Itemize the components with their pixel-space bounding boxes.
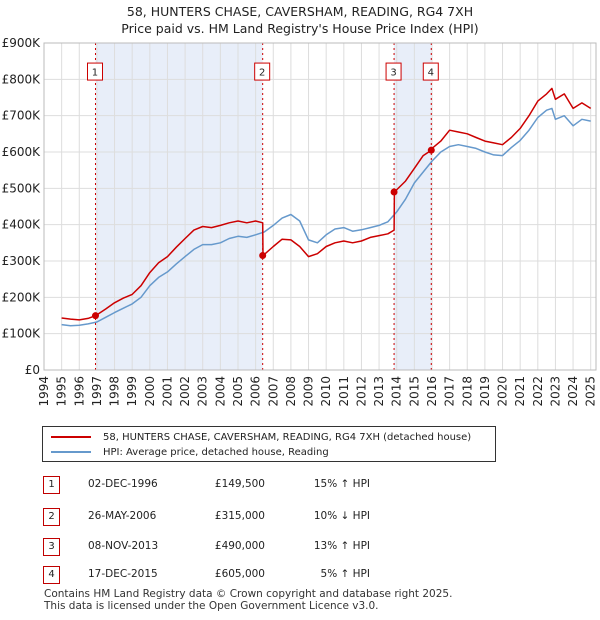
- x-tick-label: 2025: [584, 376, 598, 407]
- sale-marker-box: [86, 62, 103, 81]
- sale-marker-label: 2: [259, 68, 265, 79]
- y-tick-label: £300K: [2, 254, 42, 268]
- legend-label-hpi: HPI: Average price, detached house, Read…: [103, 446, 329, 458]
- sale-hpi-delta: 15% ↑ HPI: [313, 478, 370, 490]
- x-tick-label: 2019: [478, 376, 492, 407]
- sale-date: 26-MAY-2006: [88, 510, 157, 522]
- x-tick-label: 2015: [407, 376, 421, 407]
- x-tick-label: 2006: [249, 376, 263, 407]
- x-tick-label: 2001: [160, 376, 174, 407]
- shaded-period: [95, 43, 263, 370]
- x-tick-label: 2009: [302, 376, 316, 407]
- sale-marker-label: 4: [428, 68, 434, 79]
- footer-attribution: Contains HM Land Registry data © Crown c…: [44, 588, 452, 612]
- sale-hpi-delta: 10% ↓ HPI: [313, 510, 370, 522]
- sale-price: £149,500: [214, 478, 265, 490]
- x-tick-label: 2007: [266, 376, 280, 407]
- x-tick-label: 1996: [72, 376, 86, 407]
- sale-marker-label: 3: [390, 68, 396, 79]
- legend-item-hpi: HPI: Average price, detached house, Read…: [51, 445, 329, 459]
- table-row: 2 26-MAY-2006 £315,000 10% ↓ HPI: [0, 508, 600, 528]
- legend-line-hpi: [51, 451, 91, 453]
- x-tick-label: 2023: [548, 376, 562, 407]
- x-tick-label: 1998: [108, 376, 122, 407]
- chart-title: 58, HUNTERS CHASE, CAVERSHAM, READING, R…: [126, 4, 474, 19]
- x-tick-label: 2002: [178, 376, 192, 407]
- plot-frame: [43, 42, 597, 371]
- table-row: 3 08-NOV-2013 £490,000 13% ↑ HPI: [0, 538, 600, 558]
- x-tick-label: 2022: [531, 376, 545, 407]
- y-tick-label: £800K: [2, 72, 42, 86]
- x-tick-label: 2010: [319, 376, 333, 407]
- x-tick-label: 2004: [213, 376, 227, 407]
- chart-legend: 58, HUNTERS CHASE, CAVERSHAM, READING, R…: [42, 426, 496, 462]
- x-tick-label: 2020: [496, 376, 510, 407]
- sale-badge: 4: [43, 566, 60, 584]
- chart-subtitle: Price paid vs. HM Land Registry's House …: [121, 21, 479, 36]
- x-tick-label: 2000: [143, 376, 157, 407]
- sale-point: [91, 312, 99, 320]
- y-tick-label: £500K: [2, 181, 42, 195]
- y-tick-label: £400K: [2, 218, 42, 232]
- sale-price: £490,000: [214, 540, 265, 552]
- sale-badge: 2: [43, 508, 60, 526]
- x-tick-label: 2016: [425, 376, 439, 407]
- legend-line-property: [51, 436, 91, 438]
- x-tick-label: 2003: [196, 376, 210, 407]
- sale-hpi-delta: 5% ↑ HPI: [320, 568, 370, 580]
- x-tick-label: 2021: [513, 376, 527, 407]
- y-tick-label: £700K: [2, 109, 42, 123]
- sale-marker-label: 1: [92, 68, 98, 79]
- x-tick-label: 2017: [443, 376, 457, 407]
- y-tick-label: £100K: [2, 327, 42, 341]
- y-tick-label: £900K: [2, 36, 42, 50]
- x-tick-label: 1994: [37, 376, 51, 407]
- footer-line-2: This data is licensed under the Open Gov…: [44, 600, 379, 612]
- x-tick-label: 2005: [231, 376, 245, 407]
- table-row: 4 17-DEC-2015 £605,000 5% ↑ HPI: [0, 566, 600, 586]
- y-tick-label: £200K: [2, 290, 42, 304]
- x-tick-label: 1997: [90, 376, 104, 407]
- sale-badge: 3: [43, 538, 60, 556]
- y-tick-label: £600K: [2, 145, 42, 159]
- sale-hpi-delta: 13% ↑ HPI: [313, 540, 370, 552]
- sale-point: [259, 252, 267, 260]
- x-tick-label: 1999: [125, 376, 139, 407]
- x-tick-label: 1995: [55, 376, 69, 407]
- sale-badge: 1: [43, 476, 60, 494]
- sale-price: £315,000: [214, 510, 265, 522]
- x-tick-label: 2013: [372, 376, 386, 407]
- sale-date: 08-NOV-2013: [88, 540, 159, 552]
- x-tick-label: 2024: [566, 376, 580, 407]
- series-line-hpi: [61, 107, 591, 327]
- sale-marker-box: [254, 62, 271, 81]
- sale-date: 17-DEC-2015: [88, 568, 158, 580]
- sale-price: £605,000: [214, 568, 265, 580]
- x-tick-label: 2012: [354, 376, 368, 407]
- sale-marker-box: [422, 62, 439, 81]
- x-tick-label: 2014: [390, 376, 404, 407]
- sale-point: [427, 146, 435, 154]
- sale-date: 02-DEC-1996: [88, 478, 158, 490]
- legend-label-property: 58, HUNTERS CHASE, CAVERSHAM, READING, R…: [103, 431, 472, 443]
- table-row: 1 02-DEC-1996 £149,500 15% ↑ HPI: [0, 476, 600, 496]
- x-tick-label: 2011: [337, 376, 351, 407]
- footer-line-1: Contains HM Land Registry data © Crown c…: [44, 588, 453, 600]
- price-chart: 1 2 3 4 £0 £100K £200K £300K £400K £500K £600K £70…: [2, 36, 598, 407]
- x-tick-label: 2008: [284, 376, 298, 407]
- sale-point: [390, 188, 398, 196]
- series-line-property: [61, 87, 592, 321]
- y-tick-label: £0: [25, 363, 40, 377]
- x-tick-label: 2018: [460, 376, 474, 407]
- legend-item-property: 58, HUNTERS CHASE, CAVERSHAM, READING, R…: [51, 430, 471, 444]
- sale-marker-box: [385, 62, 402, 81]
